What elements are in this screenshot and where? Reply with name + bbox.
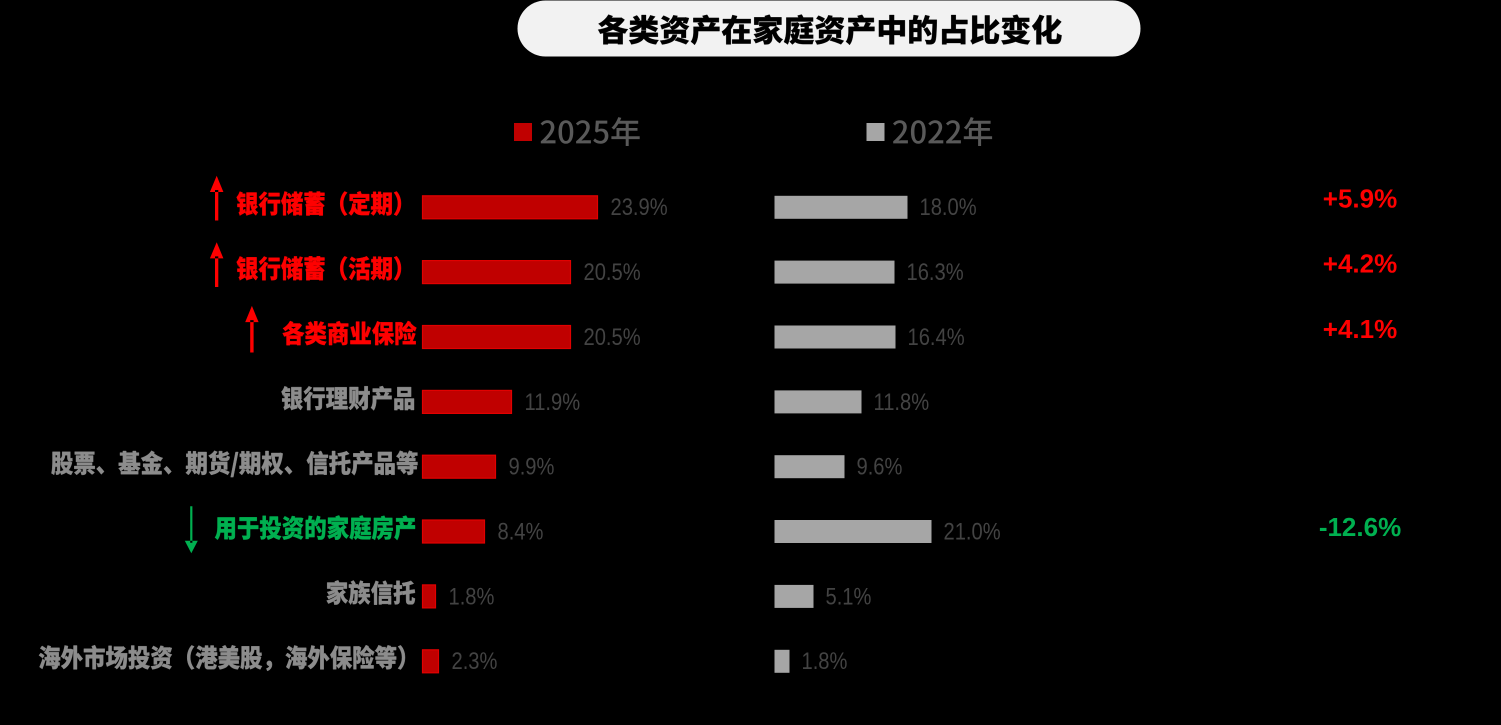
svg-text:21.0%: 21.0% xyxy=(944,518,1001,545)
svg-text:18.0%: 18.0% xyxy=(920,194,977,221)
svg-text:2.3%: 2.3% xyxy=(452,647,498,674)
svg-text:9.6%: 9.6% xyxy=(857,453,903,480)
svg-text:16.3%: 16.3% xyxy=(907,258,964,285)
svg-text:1.8%: 1.8% xyxy=(449,583,495,610)
svg-text:-12.6%: -12.6% xyxy=(1319,512,1401,542)
svg-text:9.9%: 9.9% xyxy=(509,453,555,480)
svg-text:5.1%: 5.1% xyxy=(826,583,872,610)
svg-text:+4.1%: +4.1% xyxy=(1323,314,1397,344)
svg-text:16.4%: 16.4% xyxy=(908,323,965,350)
svg-text:23.9%: 23.9% xyxy=(611,194,668,221)
svg-text:11.9%: 11.9% xyxy=(525,388,581,415)
svg-text:8.4%: 8.4% xyxy=(498,518,544,545)
svg-text:1.8%: 1.8% xyxy=(802,647,848,674)
svg-text:+5.9%: +5.9% xyxy=(1323,183,1397,213)
svg-text:20.5%: 20.5% xyxy=(584,323,641,350)
svg-text:20.5%: 20.5% xyxy=(584,258,641,285)
svg-text:+4.2%: +4.2% xyxy=(1323,249,1397,279)
svg-text:11.8%: 11.8% xyxy=(874,388,930,415)
